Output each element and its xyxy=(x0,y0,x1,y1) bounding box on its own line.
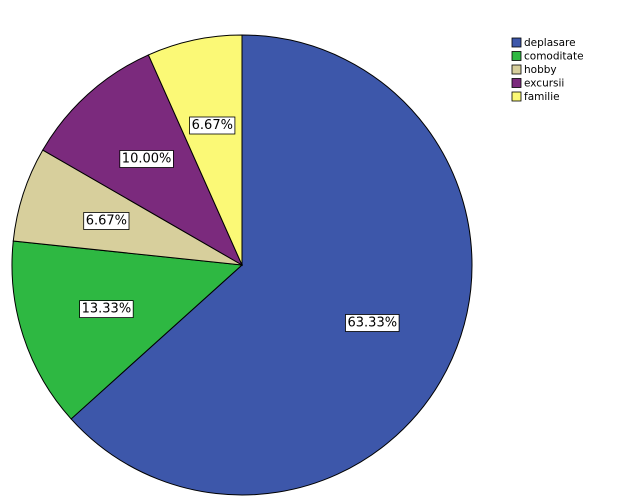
legend-item-hobby: hobby xyxy=(511,64,557,76)
legend-item-familie: familie xyxy=(511,91,560,103)
data-label-hobby: 6.67% xyxy=(83,212,130,230)
legend-item-comoditate: comoditate xyxy=(511,51,584,63)
legend-swatch xyxy=(511,64,522,75)
pie-slices xyxy=(11,34,473,496)
pie-slice-deplasare xyxy=(70,34,473,496)
data-label-excursii: 10.00% xyxy=(119,150,174,168)
legend-swatch xyxy=(511,37,522,48)
data-label-box xyxy=(189,116,236,135)
legend-label: excursii xyxy=(524,78,564,90)
pie-slice-comoditate xyxy=(11,240,244,420)
legend-label: familie xyxy=(524,91,560,103)
legend-label: hobby xyxy=(524,64,557,76)
legend-label: comoditate xyxy=(524,51,584,63)
data-label-box xyxy=(345,314,400,332)
data-label-familie: 6.67% xyxy=(189,116,236,135)
legend-item-excursii: excursii xyxy=(511,78,564,90)
data-label-text: 6.67% xyxy=(192,118,233,133)
data-label-text: 6.67% xyxy=(86,214,127,229)
data-label-text: 10.00% xyxy=(122,152,172,167)
legend-swatch xyxy=(511,51,522,61)
legend-label: deplasare xyxy=(524,37,576,49)
data-label-box xyxy=(83,212,130,230)
data-label-text: 63.33% xyxy=(348,316,398,331)
data-label-box xyxy=(79,300,134,319)
legend-item-deplasare: deplasare xyxy=(511,37,576,49)
legend-swatch xyxy=(511,78,522,88)
pie-slice-familie xyxy=(147,34,243,266)
data-label-text: 13.33% xyxy=(82,302,132,317)
legend-swatch xyxy=(511,91,522,102)
data-label-comoditate: 13.33% xyxy=(79,300,134,319)
data-label-deplasare: 63.33% xyxy=(345,314,400,332)
pie-data-labels: 63.33% 13.33% 6.67% 10.00% 6.67% xyxy=(79,116,400,332)
data-label-box xyxy=(119,150,174,168)
